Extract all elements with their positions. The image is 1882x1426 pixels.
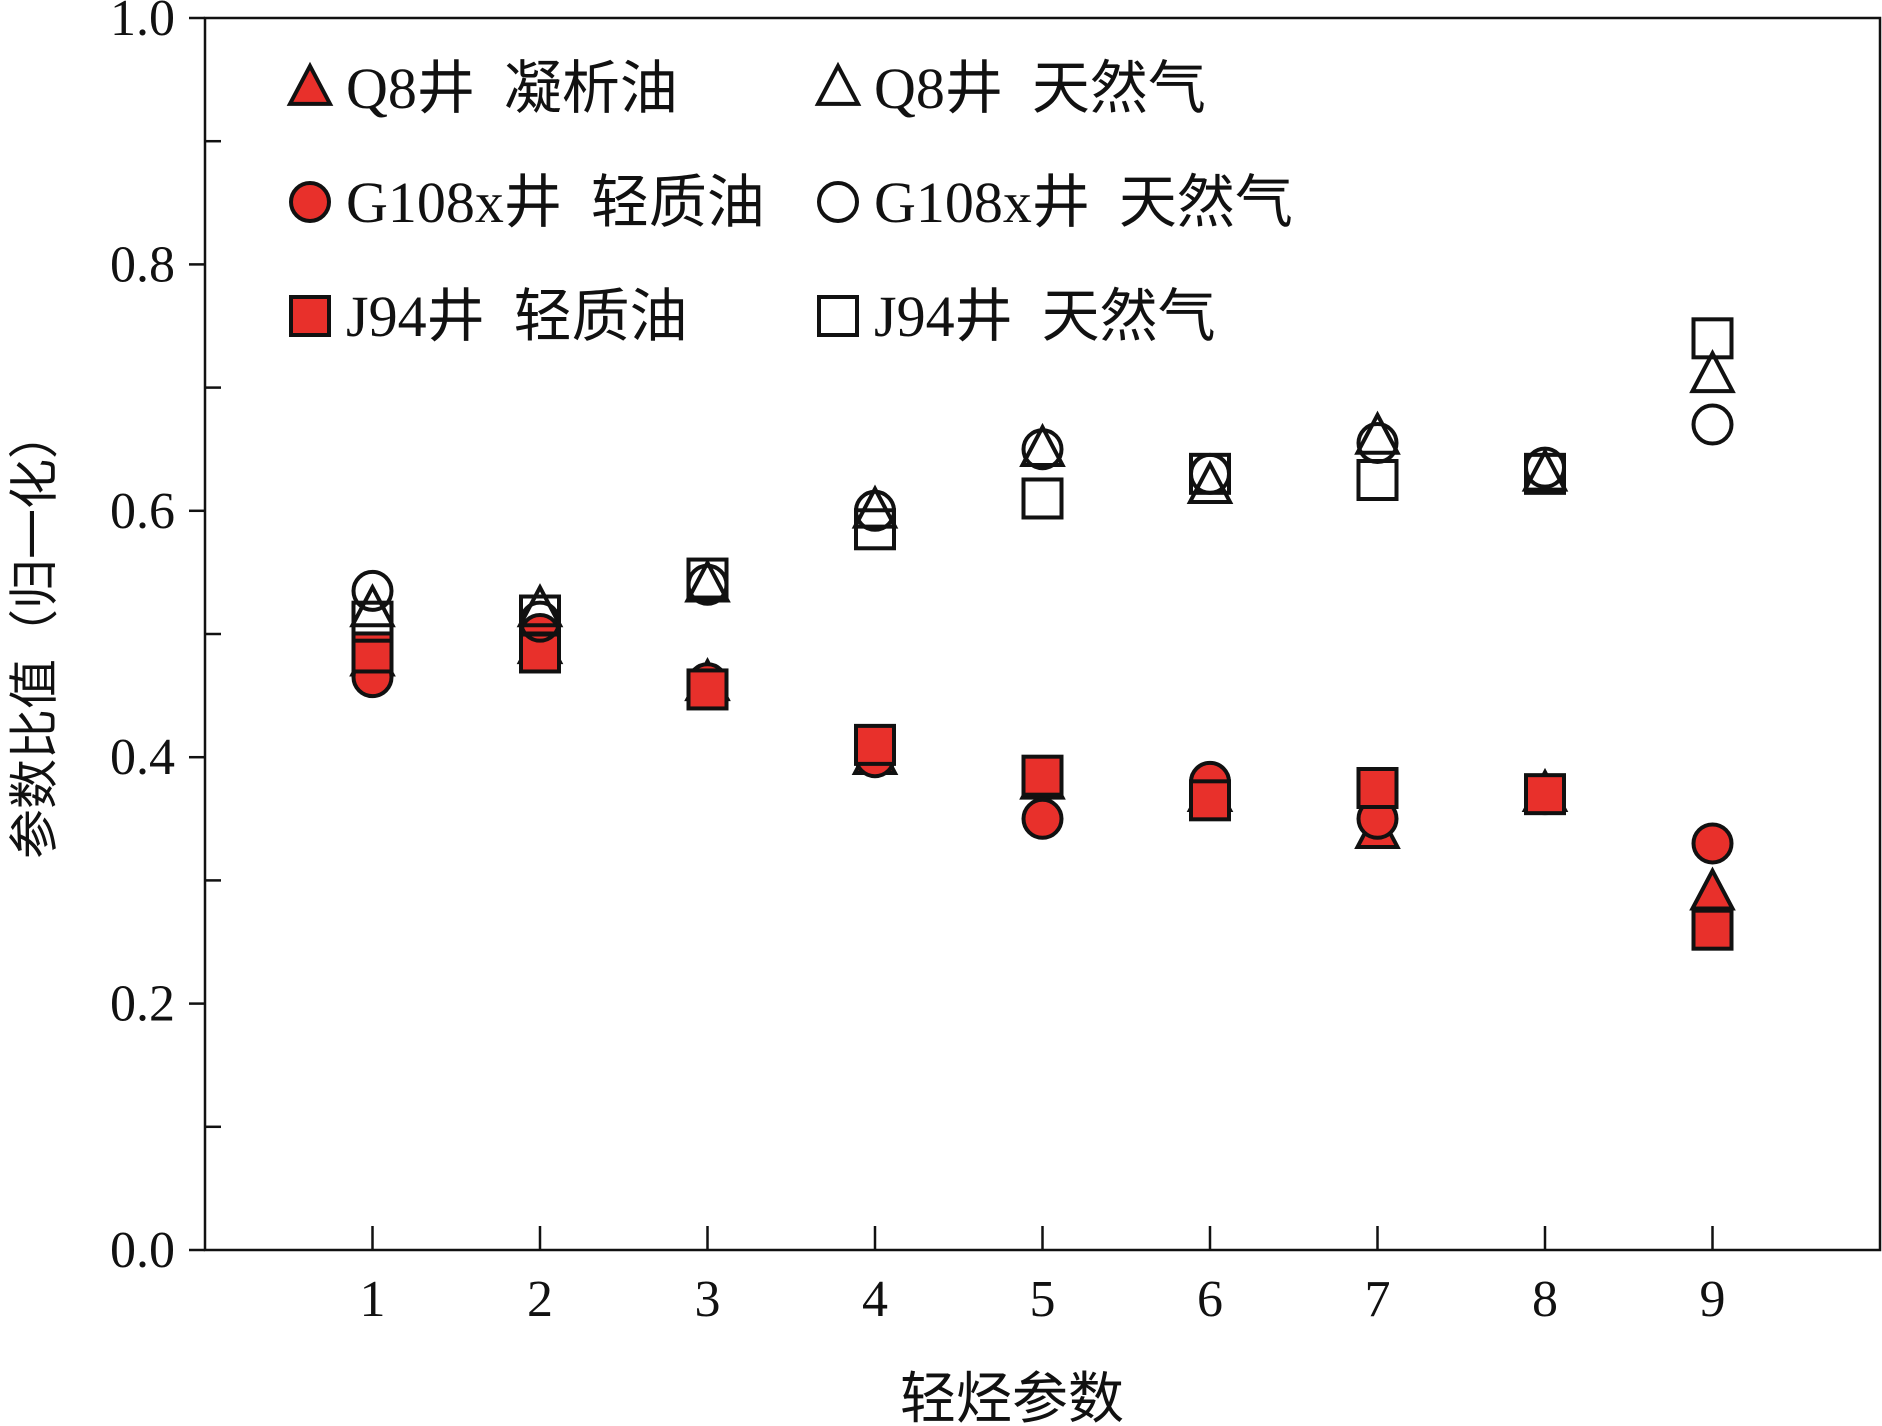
legend-item: G108x井 轻质油: [289, 170, 765, 235]
data-point: [1356, 767, 1399, 809]
legend-marker: [814, 61, 862, 106]
data-point: [1021, 754, 1064, 797]
data-point: [686, 557, 729, 600]
x-tick-label: 9: [1700, 1271, 1726, 1328]
data-point: [1186, 459, 1234, 504]
legend: Q8井 凝析油 Q8井 天然气 G108x井 轻质油 G108x井 天然气 J94井 轻…: [286, 56, 1293, 349]
legend-label: Q8井 天然气: [874, 56, 1206, 121]
data-point: [1691, 908, 1734, 951]
x-tick-label: 4: [862, 1271, 888, 1328]
y-tick-label: 0.6: [110, 483, 175, 540]
data-point: [1524, 773, 1566, 816]
data-point: [1689, 348, 1736, 394]
legend-label: Q8井 凝析油: [346, 56, 678, 121]
x-tick-label: 8: [1532, 1271, 1558, 1328]
data-point: [1021, 477, 1064, 520]
legend-label: J94井 轻质油: [346, 284, 688, 349]
x-tick-label: 3: [695, 1271, 721, 1328]
legend-marker: [817, 181, 859, 223]
data-point: [1524, 452, 1566, 495]
data-point: [1356, 459, 1399, 501]
y-tick-label: 0.2: [110, 976, 175, 1033]
data-point: [1691, 403, 1734, 446]
x-axis-label: 轻烃参数: [900, 1369, 1124, 1426]
y-tick-label: 0.4: [110, 729, 175, 786]
x-tick-label: 2: [527, 1271, 553, 1328]
data-point: [1021, 428, 1064, 471]
data-point: [684, 558, 731, 603]
data-point: [1689, 866, 1736, 911]
y-tick-label: 0.8: [110, 236, 175, 293]
data-point: [854, 723, 896, 766]
y-axis-label: 参数比值（归一化）: [6, 409, 62, 859]
y-tick-label: 1.0: [110, 0, 175, 47]
data-point: [851, 484, 899, 529]
data-point: [1521, 447, 1569, 492]
data-point: [519, 594, 561, 637]
data-point: [1691, 822, 1734, 865]
series-6: [351, 317, 1734, 643]
data-point: [686, 668, 729, 711]
legend-label: G108x井 轻质油: [346, 170, 765, 235]
data-point: [351, 569, 394, 612]
data-point: [854, 508, 896, 551]
x-tick-label: 6: [1197, 1271, 1223, 1328]
legend-item: G108x井 天然气: [817, 170, 1293, 235]
data-point: [1021, 797, 1064, 840]
legend-marker: [286, 61, 334, 106]
data-point: [1354, 410, 1401, 455]
data-point: [1189, 779, 1231, 822]
legend-item: J94井 天然气: [817, 284, 1216, 349]
data-point: [1189, 452, 1231, 495]
axes: 0.0 0.2 0.4 0.6 0.8 1.0 1 2 3 4 5 6 7 8 9: [110, 0, 1882, 1328]
legend-item: J94井 轻质油: [289, 284, 688, 349]
legend-item: Q8井 天然气: [814, 56, 1206, 121]
x-tick-label: 5: [1030, 1271, 1056, 1328]
legend-label: G108x井 天然气: [874, 170, 1293, 235]
legend-marker: [817, 295, 859, 337]
x-tick-label: 1: [360, 1271, 386, 1328]
legend-marker: [289, 181, 331, 223]
y-tick-label: 0.0: [110, 1222, 175, 1279]
series-5: [351, 631, 1734, 951]
data-point: [1019, 422, 1066, 468]
data-point: [351, 600, 394, 643]
legend-item: Q8井 凝析油: [286, 56, 678, 121]
data-point: [1691, 317, 1734, 360]
x-tick-label: 7: [1365, 1271, 1391, 1328]
legend-marker: [289, 295, 331, 337]
legend-label: J94井 天然气: [874, 284, 1216, 349]
data-marks: [349, 317, 1736, 951]
